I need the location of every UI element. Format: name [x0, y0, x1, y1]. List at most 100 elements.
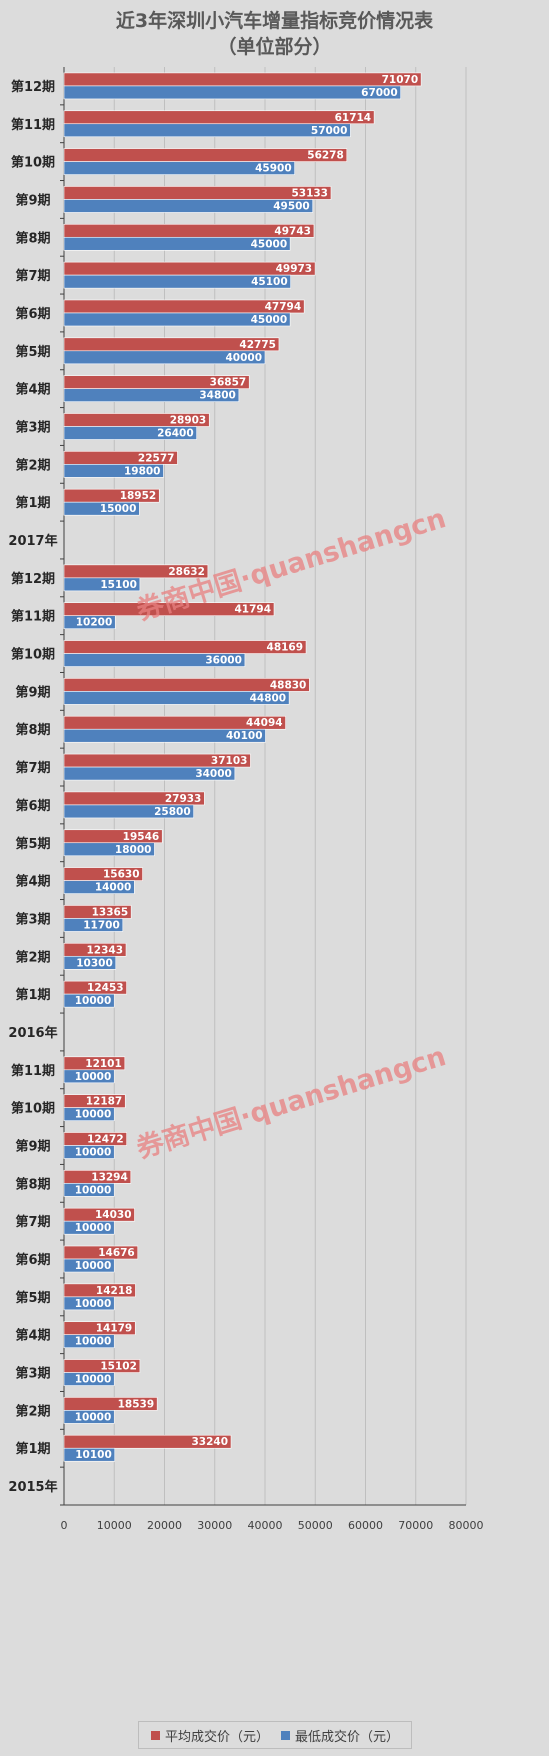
y-tick-label: 第3期: [15, 1366, 50, 1382]
bar-min: [63, 1447, 116, 1462]
bar-min: [63, 388, 240, 402]
bar-avg: [63, 148, 348, 162]
data-label: 37103: [211, 755, 248, 767]
bar-min: [63, 1296, 115, 1311]
y-tick-label: 第11期: [11, 117, 55, 133]
y-tick-label: 第3期: [15, 911, 50, 927]
chart-subtitle: （单位部分）: [217, 36, 332, 58]
data-label: 49743: [274, 225, 311, 237]
legend-swatch-min: [281, 1730, 290, 1740]
y-tick-label: 第9期: [15, 192, 50, 208]
data-label: 67000: [361, 87, 398, 99]
bar-avg: [63, 602, 275, 617]
data-label: 13294: [91, 1171, 128, 1183]
data-label: 45100: [251, 276, 288, 288]
data-label: 15100: [100, 579, 137, 591]
bar-min: [63, 653, 246, 667]
bar-min: [63, 691, 290, 705]
bar-min: [63, 577, 141, 592]
data-label: 10000: [75, 1411, 112, 1423]
watermark-top: 券商中国·quanshangcn: [133, 502, 450, 627]
bar-min: [63, 955, 117, 970]
y-tick-label: 第7期: [15, 760, 50, 776]
data-label: 15630: [103, 869, 140, 881]
data-label: 33240: [191, 1436, 228, 1448]
data-label: 48169: [267, 642, 304, 654]
data-label: 57000: [311, 125, 348, 137]
x-tick-label: 50000: [298, 1519, 333, 1532]
data-label: 40100: [226, 730, 263, 742]
data-label: 10300: [76, 957, 113, 969]
data-label: 12101: [85, 1058, 122, 1070]
bar-min: [63, 85, 401, 100]
bar-min: [63, 1107, 115, 1121]
y-tick-label: 第4期: [15, 382, 50, 398]
bar-min: [63, 728, 266, 743]
data-label: 12343: [86, 944, 123, 956]
x-tick-label: 40000: [248, 1519, 283, 1532]
y-tick-label: 第10期: [11, 647, 55, 663]
y-tick-label: 第5期: [15, 344, 50, 360]
data-label: 10200: [76, 617, 113, 629]
bar-min: [63, 1410, 115, 1424]
x-tick-label: 80000: [449, 1519, 484, 1532]
data-label: 49500: [273, 200, 310, 212]
bar-min: [63, 1069, 115, 1084]
data-label: 49973: [276, 263, 313, 275]
data-label: 10000: [75, 1184, 112, 1196]
y-tick-label: 第2期: [15, 949, 50, 965]
y-tick-label: 第5期: [15, 836, 50, 852]
data-label: 22577: [138, 452, 175, 464]
data-label: 44800: [250, 692, 287, 704]
bar-avg: [63, 1434, 232, 1449]
data-label: 14000: [95, 882, 132, 894]
bar-avg: [63, 72, 422, 87]
x-tick-label: 70000: [398, 1519, 433, 1532]
data-label: 36857: [210, 377, 247, 389]
data-label: 44094: [246, 717, 283, 729]
data-label: 12453: [87, 982, 124, 994]
data-label: 45000: [251, 238, 288, 250]
bar-avg: [63, 110, 375, 125]
y-tick-label: 第12期: [11, 571, 55, 587]
y-tick-label: 第10期: [11, 155, 55, 171]
data-label: 14030: [95, 1209, 132, 1221]
legend-label-avg: 平均成交价（元）: [164, 1729, 269, 1745]
data-label: 26400: [157, 428, 194, 440]
bar-min: [63, 804, 194, 819]
y-tick-label: 第12期: [11, 79, 55, 95]
data-label: 19800: [124, 465, 161, 477]
x-tick-label: 30000: [197, 1519, 232, 1532]
bar-min: [63, 501, 140, 516]
y-tick-label: 第1期: [15, 495, 50, 511]
y-tick-label: 第6期: [15, 1252, 50, 1268]
data-label: 48830: [270, 679, 307, 691]
data-label: 41794: [234, 604, 271, 616]
data-label: 42775: [239, 339, 276, 351]
data-label: 10000: [75, 1298, 112, 1310]
data-label: 53133: [291, 187, 328, 199]
data-label: 15102: [100, 1361, 137, 1373]
bar-min: [63, 274, 291, 289]
bar-min: [63, 615, 116, 630]
watermark-layer: 券商中国·quanshangcn 券商中国·quanshangcn: [133, 502, 450, 1165]
data-label: 36000: [205, 655, 242, 667]
y-tick-label: 第8期: [15, 722, 50, 738]
y-tick-label: 第8期: [15, 230, 50, 246]
data-label: 18000: [115, 844, 152, 856]
y-tick-label: 第8期: [15, 1176, 50, 1192]
y-tick-label: 第4期: [15, 1328, 50, 1344]
data-label: 19546: [123, 831, 160, 843]
bar-min: [63, 1258, 115, 1273]
legend-item-min: 最低成交价（元）: [281, 1726, 399, 1745]
y-tick-label: 2015年: [8, 1479, 57, 1495]
data-label: 10000: [75, 1336, 112, 1348]
data-label: 14676: [98, 1247, 135, 1259]
chart-title-line: 近3年深圳小汽车增量指标竞价情况表: [115, 10, 434, 32]
bar-min: [63, 880, 135, 894]
y-tick-label: 第11期: [11, 609, 55, 625]
y-tick-label: 第11期: [11, 1063, 55, 1079]
legend-label-min: 最低成交价（元）: [295, 1729, 400, 1745]
y-tick-label: 2016年: [8, 1025, 57, 1041]
